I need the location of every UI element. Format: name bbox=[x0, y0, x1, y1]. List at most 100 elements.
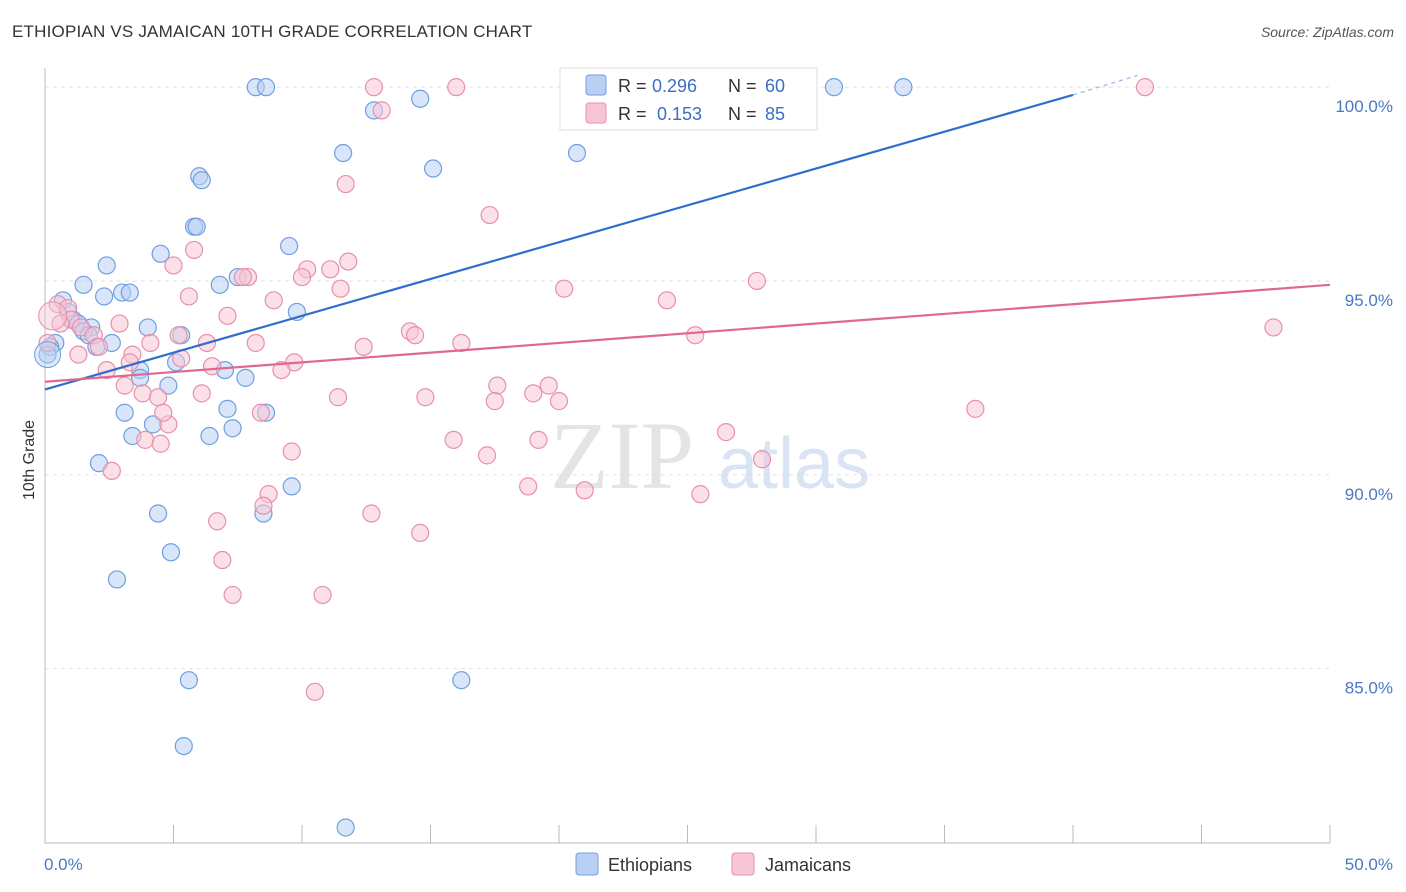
jamaican-point-56 bbox=[416, 388, 435, 407]
jamaican-point-79 bbox=[411, 523, 430, 543]
ethiopian-point-10 bbox=[192, 171, 211, 190]
ethiopian-point-22 bbox=[95, 287, 114, 306]
legend-r-value-2: 0.153 bbox=[657, 104, 702, 124]
jamaican-point-55 bbox=[328, 388, 348, 407]
jamaican-point-76 bbox=[254, 496, 273, 515]
chart-title: ETHIOPIAN VS JAMAICAN 10TH GRADE CORRELA… bbox=[12, 22, 533, 41]
ethiopian-point-20 bbox=[120, 283, 139, 302]
jamaican-point-46 bbox=[202, 357, 222, 376]
ethiopian-point-6 bbox=[334, 143, 353, 163]
jamaican-point-74 bbox=[691, 485, 710, 504]
jamaican-point-67 bbox=[151, 434, 170, 453]
legend: R = 0.296 N = 60 R = 0.153 N = 85 bbox=[559, 67, 818, 131]
ethiopian-point-58 bbox=[174, 736, 193, 756]
ethiopian-point-41 bbox=[159, 376, 178, 395]
jamaican-trend-line bbox=[44, 283, 1331, 383]
legend-r-label-2: R = bbox=[618, 104, 647, 124]
legend-n-value-1: 60 bbox=[765, 76, 785, 96]
watermark-atlas: atlas bbox=[718, 424, 870, 504]
bottom-legend: Ethiopians Jamaicans bbox=[575, 852, 851, 876]
y-axis-label: 10th Grade bbox=[21, 420, 38, 500]
jamaican-point-42 bbox=[69, 345, 88, 364]
jamaican-point-48 bbox=[272, 360, 291, 380]
legend-n-label-1: N = bbox=[728, 76, 757, 96]
jamaican-point-20 bbox=[264, 291, 283, 310]
jamaican-point-7 bbox=[184, 240, 204, 260]
bottom-legend-jamaicans: Jamaicans bbox=[765, 855, 851, 875]
ethiopian-point-56 bbox=[179, 671, 199, 690]
jamaican-point-1 bbox=[447, 78, 466, 97]
jamaican-point-52 bbox=[133, 384, 152, 403]
jamaican-point-51 bbox=[539, 376, 558, 395]
jamaican-point-31 bbox=[405, 326, 425, 345]
jamaican-point-11 bbox=[321, 260, 340, 279]
jamaican-point-60 bbox=[966, 399, 985, 418]
ethiopian-point-18 bbox=[74, 275, 93, 294]
jamaican-point-28 bbox=[1264, 318, 1283, 337]
legend-r-value-1: 0.296 bbox=[652, 76, 697, 96]
ethiopian-point-42 bbox=[236, 368, 255, 387]
ethiopian-point-14 bbox=[151, 244, 170, 263]
jamaican-point-15 bbox=[747, 271, 766, 291]
ethiopian-point-7 bbox=[567, 143, 587, 163]
ethiopian-point-13 bbox=[280, 236, 299, 256]
ethiopian-point-48 bbox=[200, 426, 219, 446]
watermark-zip: ZIP bbox=[550, 402, 694, 509]
jamaican-point-68 bbox=[282, 442, 301, 461]
ethiopian-point-28 bbox=[138, 318, 157, 337]
jamaican-point-12 bbox=[292, 267, 312, 287]
jamaican-point-37 bbox=[246, 333, 265, 353]
jamaican-point-25 bbox=[51, 314, 70, 333]
jamaican-point-3 bbox=[1135, 78, 1155, 97]
jamaican-point-24 bbox=[218, 306, 237, 325]
ethiopian-point-51 bbox=[282, 477, 301, 496]
jamaican-point-77 bbox=[362, 504, 381, 523]
jamaican-cluster-point bbox=[38, 301, 68, 331]
legend-n-label-2: N = bbox=[728, 104, 757, 124]
jamaican-point-19 bbox=[657, 291, 677, 310]
x-tick-label-0: 0.0% bbox=[44, 855, 83, 874]
ethiopian-point-47 bbox=[223, 419, 242, 438]
ethiopian-point-57 bbox=[452, 671, 471, 690]
jamaican-point-32 bbox=[169, 326, 188, 345]
ethiopian-cluster-point bbox=[34, 341, 62, 369]
jamaican-point-72 bbox=[519, 477, 538, 496]
jamaican-point-64 bbox=[529, 430, 548, 449]
jamaican-point-69 bbox=[477, 446, 497, 465]
jamaican-point-35 bbox=[141, 333, 160, 353]
jamaican-point-59 bbox=[549, 392, 569, 411]
ethiopian-point-53 bbox=[148, 504, 168, 523]
jamaican-point-5 bbox=[336, 174, 355, 194]
ethiopian-point-2 bbox=[411, 89, 430, 108]
ethiopian-point-43 bbox=[115, 403, 134, 422]
legend-r-label-1: R = bbox=[618, 76, 647, 96]
y-tick-label-0: 100.0% bbox=[1335, 97, 1393, 116]
ethiopian-trend-line-extension bbox=[1072, 74, 1138, 96]
tick-labels: 100.0% 95.0% 90.0% 85.0% 0.0% 50.0% bbox=[44, 97, 1393, 874]
jamaican-point-4 bbox=[372, 101, 391, 120]
y-tick-label-1: 95.0% bbox=[1345, 291, 1393, 310]
jamaican-point-16 bbox=[555, 279, 574, 298]
bottom-legend-swatch-jamaicans bbox=[731, 852, 755, 876]
axes bbox=[44, 68, 1331, 844]
jamaican-point-8 bbox=[164, 256, 183, 275]
bottom-legend-ethiopians: Ethiopians bbox=[608, 855, 692, 875]
jamaican-point-84 bbox=[154, 403, 173, 422]
jamaican-point-49 bbox=[115, 376, 134, 395]
ethiopian-point-8 bbox=[423, 159, 443, 178]
jamaican-point-0 bbox=[364, 78, 384, 97]
jamaican-point-38 bbox=[452, 333, 471, 353]
jamaican-point-18 bbox=[179, 287, 199, 306]
ethiopian-point-40 bbox=[130, 368, 150, 387]
jamaican-point-71 bbox=[102, 461, 121, 480]
legend-swatch-ethiopians bbox=[585, 74, 607, 96]
jamaican-point-9 bbox=[339, 252, 358, 271]
ethiopian-point-1 bbox=[256, 78, 276, 97]
jamaican-point-40 bbox=[89, 337, 109, 356]
jamaican-point-39 bbox=[354, 337, 373, 356]
x-tick-label-1: 50.0% bbox=[1345, 855, 1393, 874]
jamaican-point-63 bbox=[716, 423, 736, 442]
ethiopian-point-59 bbox=[336, 818, 355, 837]
ethiopian-point-44 bbox=[218, 399, 237, 418]
trend-lines bbox=[44, 74, 1331, 391]
